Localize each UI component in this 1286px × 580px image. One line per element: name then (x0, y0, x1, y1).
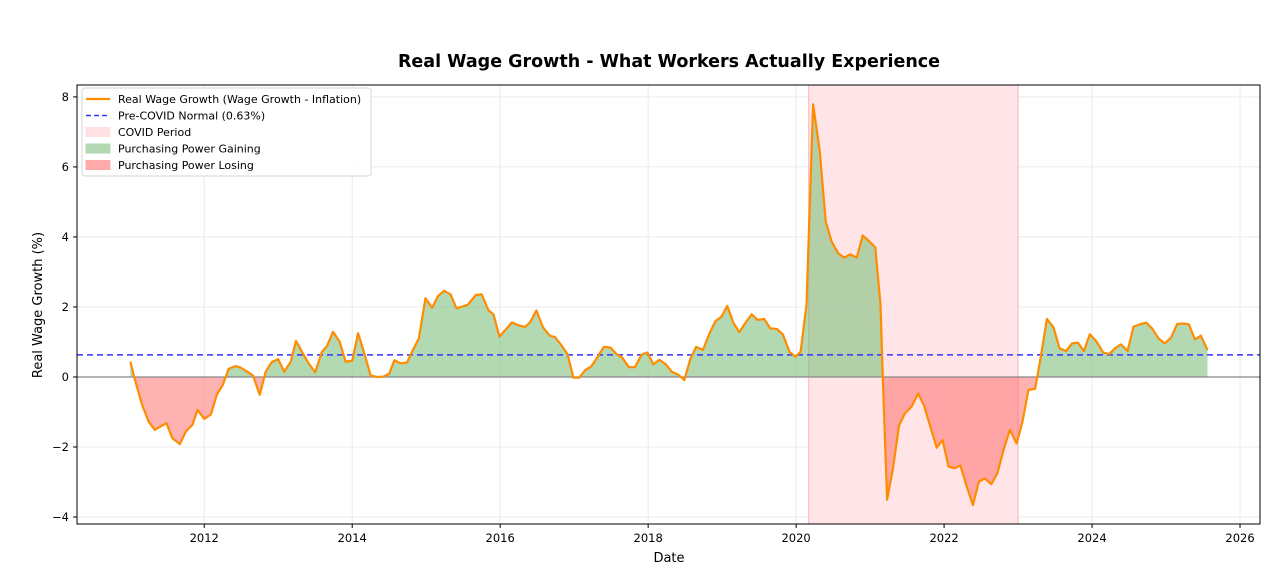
legend-patch-swatch (85, 143, 111, 154)
plot-area: 2012 2014 2016 2018 2020 2022 2024 2026 −4 −2 0 2 4 6… (52, 84, 1261, 545)
x-axis-label: Date (653, 551, 684, 566)
legend-item: Purchasing Power Losing (85, 159, 254, 172)
legend-item: Real Wage Growth (Wage Growth - Inflatio… (86, 93, 361, 106)
series-line-real-wage-growth (129, 103, 1209, 507)
legend-patch-swatch (85, 127, 111, 137)
x-tick-label: 2022 (929, 531, 958, 545)
y-tick-label: −4 (52, 510, 69, 524)
legend: Real Wage Growth (Wage Growth - Inflatio… (81, 87, 372, 177)
x-tick-label: 2014 (338, 531, 367, 545)
legend-item: Pre-COVID Normal (0.63%) (86, 110, 265, 123)
plot-frame (76, 84, 1261, 525)
y-tick-label: 0 (62, 370, 69, 384)
y-tick-label: 4 (62, 230, 69, 244)
legend-label: Pre-COVID Normal (0.63%) (118, 110, 265, 123)
x-tick-label: 2012 (190, 531, 219, 545)
x-tick-label: 2016 (486, 531, 515, 545)
legend-item: COVID Period (85, 126, 191, 139)
legend-label: Purchasing Power Losing (118, 159, 254, 172)
legend-frame (81, 87, 372, 177)
y-axis-label: Real Wage Growth (%) (31, 232, 46, 378)
legend-item: Purchasing Power Gaining (85, 143, 261, 156)
loss-area (130, 376, 1208, 506)
y-tick-label: 6 (62, 160, 69, 174)
y-tick-label: −2 (52, 440, 69, 454)
legend-label: Real Wage Growth (Wage Growth - Inflatio… (118, 93, 361, 106)
legend-label: Purchasing Power Gaining (118, 143, 261, 156)
y-tick-label: 2 (62, 300, 69, 314)
chart-title: Real Wage Growth - What Workers Actually… (398, 52, 940, 72)
x-tick-label: 2020 (781, 531, 810, 545)
gain-area (130, 104, 1208, 377)
legend-label: COVID Period (118, 126, 191, 139)
y-tick-label: 8 (62, 90, 69, 104)
x-tick-label: 2024 (1077, 531, 1106, 545)
legend-patch-swatch (85, 160, 111, 170)
x-tick-label: 2026 (1225, 531, 1254, 545)
x-tick-label: 2018 (634, 531, 663, 545)
